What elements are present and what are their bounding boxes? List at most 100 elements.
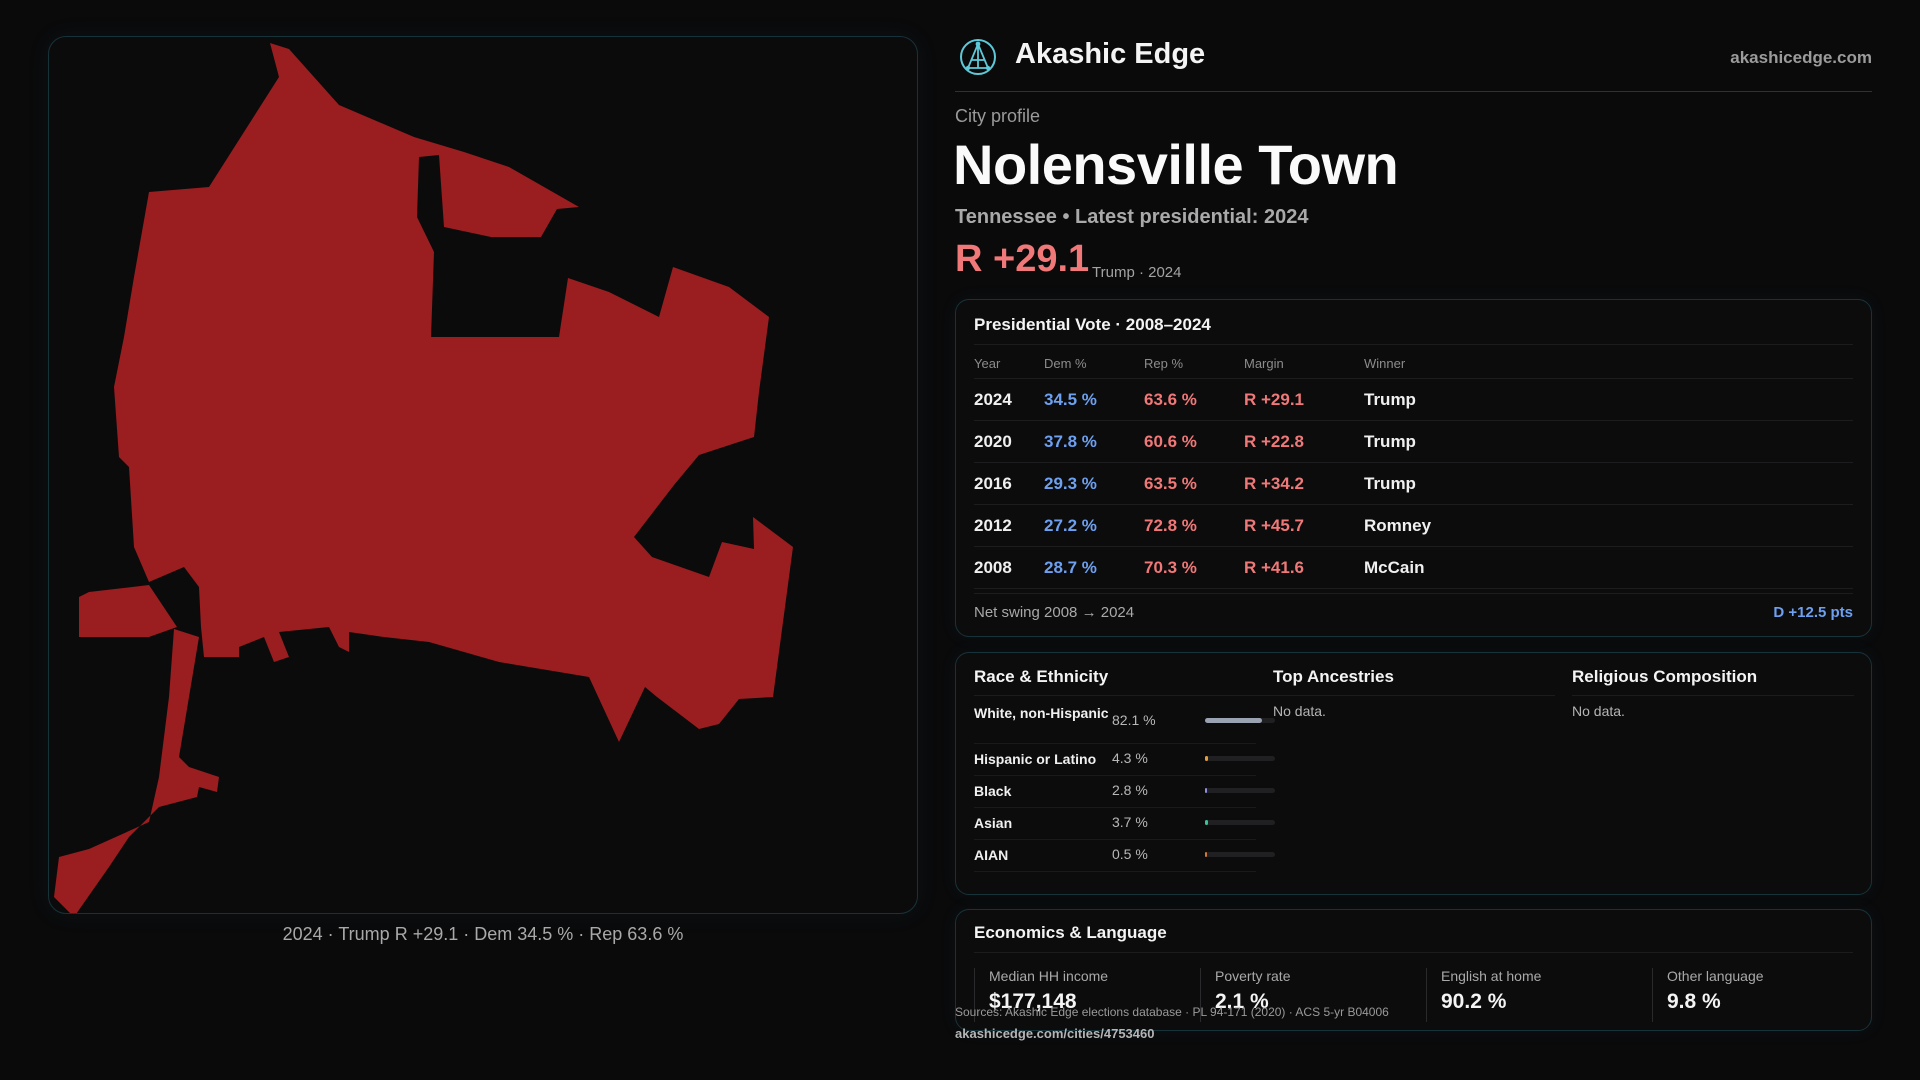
page-subtitle: Tennessee • Latest presidential: 2024 — [955, 206, 1309, 228]
net-swing-row: Net swing 2008 → 2024 D +12.5 pts — [974, 593, 1853, 628]
net-swing-value: D +12.5 pts — [1773, 604, 1853, 621]
column-header-winner: Winner — [1364, 348, 1853, 379]
cell-rep: 63.5 % — [1144, 462, 1244, 505]
cell-winner: Trump — [1364, 462, 1853, 505]
stat-value: 9.8 % — [1667, 990, 1721, 1013]
cell-winner: Trump — [1364, 420, 1853, 463]
stat-other-language: Other language 9.8 % — [1652, 968, 1862, 1022]
race-bar-fill — [1205, 820, 1208, 825]
cell-rep: 70.3 % — [1144, 546, 1244, 589]
cell-dem: 29.3 % — [1044, 462, 1144, 505]
cell-dem: 28.7 % — [1044, 546, 1144, 589]
column-header-rep: Rep % — [1144, 348, 1244, 379]
ancestries-section: Top Ancestries No data. — [1273, 653, 1555, 893]
race-row: AIAN 0.5 % — [974, 839, 1275, 872]
city-boundary-map — [48, 36, 918, 914]
section-title: Religious Composition — [1572, 667, 1758, 686]
sources-note: Sources: Akashic Edge elections database… — [955, 1005, 1389, 1019]
race-value: 82.1 % — [1112, 712, 1156, 728]
race-label: AIAN — [974, 847, 1009, 863]
divider — [974, 344, 1853, 345]
atom-network-icon[interactable] — [959, 38, 997, 76]
page-kicker: City profile — [955, 106, 1041, 126]
race-row: Black 2.8 % — [974, 775, 1275, 808]
cell-year: 2008 — [974, 546, 1044, 589]
card-title: Economics & Language — [974, 923, 1167, 942]
stat-value: 90.2 % — [1441, 990, 1507, 1013]
demographics-card: Race & Ethnicity White, non-Hispanic 82.… — [955, 652, 1872, 895]
cell-rep: 63.6 % — [1144, 378, 1244, 421]
cell-margin: R +34.2 — [1244, 462, 1364, 505]
vote-table: Year Dem % Rep % Margin Winner 2024 34.5… — [974, 348, 1853, 589]
cell-rep: 72.8 % — [1144, 504, 1244, 547]
permalink[interactable]: akashicedge.com/cities/4753460 — [955, 1026, 1155, 1041]
stat-value: 2.1 % — [1215, 990, 1269, 1013]
stat-label: Other language — [1667, 968, 1764, 984]
cell-winner: Trump — [1364, 378, 1853, 421]
cell-year: 2024 — [974, 378, 1044, 421]
cell-rep: 60.6 % — [1144, 420, 1244, 463]
stat-english-at-home: English at home 90.2 % — [1426, 968, 1636, 1022]
latest-margin: R +29.1 — [955, 238, 1090, 280]
race-bar-fill — [1205, 756, 1208, 761]
stat-label: Median HH income — [989, 968, 1109, 984]
cell-margin: R +41.6 — [1244, 546, 1364, 589]
empty-state: No data. — [1572, 703, 1625, 719]
map-caption: 2024 · Trump R +29.1 · Dem 34.5 % · Rep … — [282, 924, 684, 944]
race-bar-fill — [1205, 788, 1207, 793]
site-link[interactable]: akashicedge.com — [1730, 48, 1872, 67]
stat-label: Poverty rate — [1215, 968, 1291, 984]
cell-winner: McCain — [1364, 546, 1853, 589]
race-bar — [1205, 820, 1275, 825]
race-bar — [1205, 788, 1275, 793]
race-value: 4.3 % — [1112, 750, 1148, 766]
divider — [1572, 695, 1854, 696]
table-row: 2024 34.5 % 63.6 % R +29.1 Trump — [974, 378, 1853, 421]
race-bar — [1205, 756, 1275, 761]
table-row: 2016 29.3 % 63.5 % R +34.2 Trump — [974, 462, 1853, 505]
card-title: Presidential Vote · 2008–2024 — [974, 315, 1211, 334]
site-header: Akashic Edge akashicedge.com — [955, 30, 1872, 92]
net-swing-label: Net swing 2008 → 2024 — [974, 604, 1135, 621]
cell-margin: R +29.1 — [1244, 378, 1364, 421]
race-bar — [1205, 852, 1275, 857]
cell-dem: 34.5 % — [1044, 378, 1144, 421]
table-row: 2020 37.8 % 60.6 % R +22.8 Trump — [974, 420, 1853, 463]
table-row: 2008 28.7 % 70.3 % R +41.6 McCain — [974, 546, 1853, 589]
brand-name[interactable]: Akashic Edge — [1015, 38, 1206, 70]
stat-value: $177,148 — [989, 990, 1077, 1013]
race-ethnicity-section: Race & Ethnicity White, non-Hispanic 82.… — [974, 653, 1275, 893]
cell-year: 2020 — [974, 420, 1044, 463]
empty-state: No data. — [1273, 703, 1326, 719]
stat-label: English at home — [1441, 968, 1542, 984]
stat-poverty-rate: Poverty rate 2.1 % — [1200, 968, 1410, 1022]
cell-year: 2016 — [974, 462, 1044, 505]
economics-language-card: Economics & Language Median HH income $1… — [955, 909, 1872, 1031]
race-value: 0.5 % — [1112, 846, 1148, 862]
race-label: Hispanic or Latino — [974, 751, 1097, 767]
race-row: Hispanic or Latino 4.3 % — [974, 743, 1275, 776]
column-header-dem: Dem % — [1044, 348, 1144, 379]
latest-margin-note: Trump · 2024 — [1092, 264, 1182, 281]
cell-dem: 37.8 % — [1044, 420, 1144, 463]
race-bar-fill — [1205, 852, 1207, 857]
divider — [1273, 695, 1555, 696]
section-title: Top Ancestries — [1273, 667, 1394, 686]
race-label: Black — [974, 783, 1012, 799]
column-header-margin: Margin — [1244, 348, 1364, 379]
stat-median-income: Median HH income $177,148 — [974, 968, 1184, 1022]
race-label: White, non-Hispanic — [974, 705, 1109, 721]
divider — [974, 952, 1853, 953]
cell-winner: Romney — [1364, 504, 1853, 547]
divider — [974, 695, 1275, 696]
cell-margin: R +22.8 — [1244, 420, 1364, 463]
table-header-row: Year Dem % Rep % Margin Winner — [974, 348, 1853, 379]
race-value: 3.7 % — [1112, 814, 1148, 830]
race-bar-fill — [1205, 718, 1262, 723]
race-row: Asian 3.7 % — [974, 807, 1275, 840]
cell-dem: 27.2 % — [1044, 504, 1144, 547]
presidential-vote-card: Presidential Vote · 2008–2024 Year Dem %… — [955, 299, 1872, 637]
column-header-year: Year — [974, 348, 1044, 379]
race-row: White, non-Hispanic 82.1 % — [974, 699, 1275, 744]
race-value: 2.8 % — [1112, 782, 1148, 798]
